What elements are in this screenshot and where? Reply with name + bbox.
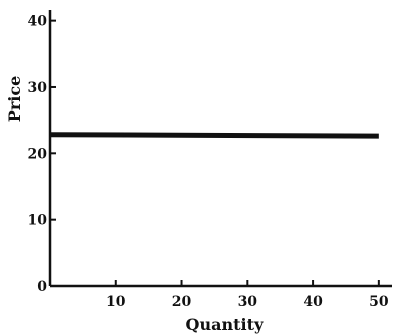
y-tick-label: 40 bbox=[28, 14, 48, 30]
y-tick-label: 20 bbox=[28, 146, 48, 162]
ticks-group: 10 20 30 40 0 10 20 30 40 50 bbox=[28, 14, 389, 310]
x-axis-label: Quantity bbox=[186, 315, 264, 334]
y-tick-label: 30 bbox=[28, 80, 48, 96]
series-line bbox=[49, 132, 379, 139]
x-tick-label: 40 bbox=[303, 294, 323, 310]
series-group bbox=[49, 132, 379, 139]
x-tick-label: 20 bbox=[172, 294, 192, 310]
x-tick-label: 10 bbox=[106, 294, 126, 310]
y-axis-label: Price bbox=[5, 76, 24, 122]
y-tick-label: 0 bbox=[37, 279, 47, 295]
y-tick-label: 10 bbox=[28, 213, 48, 229]
x-tick-label: 30 bbox=[238, 294, 258, 310]
x-tick-label: 50 bbox=[369, 294, 389, 310]
